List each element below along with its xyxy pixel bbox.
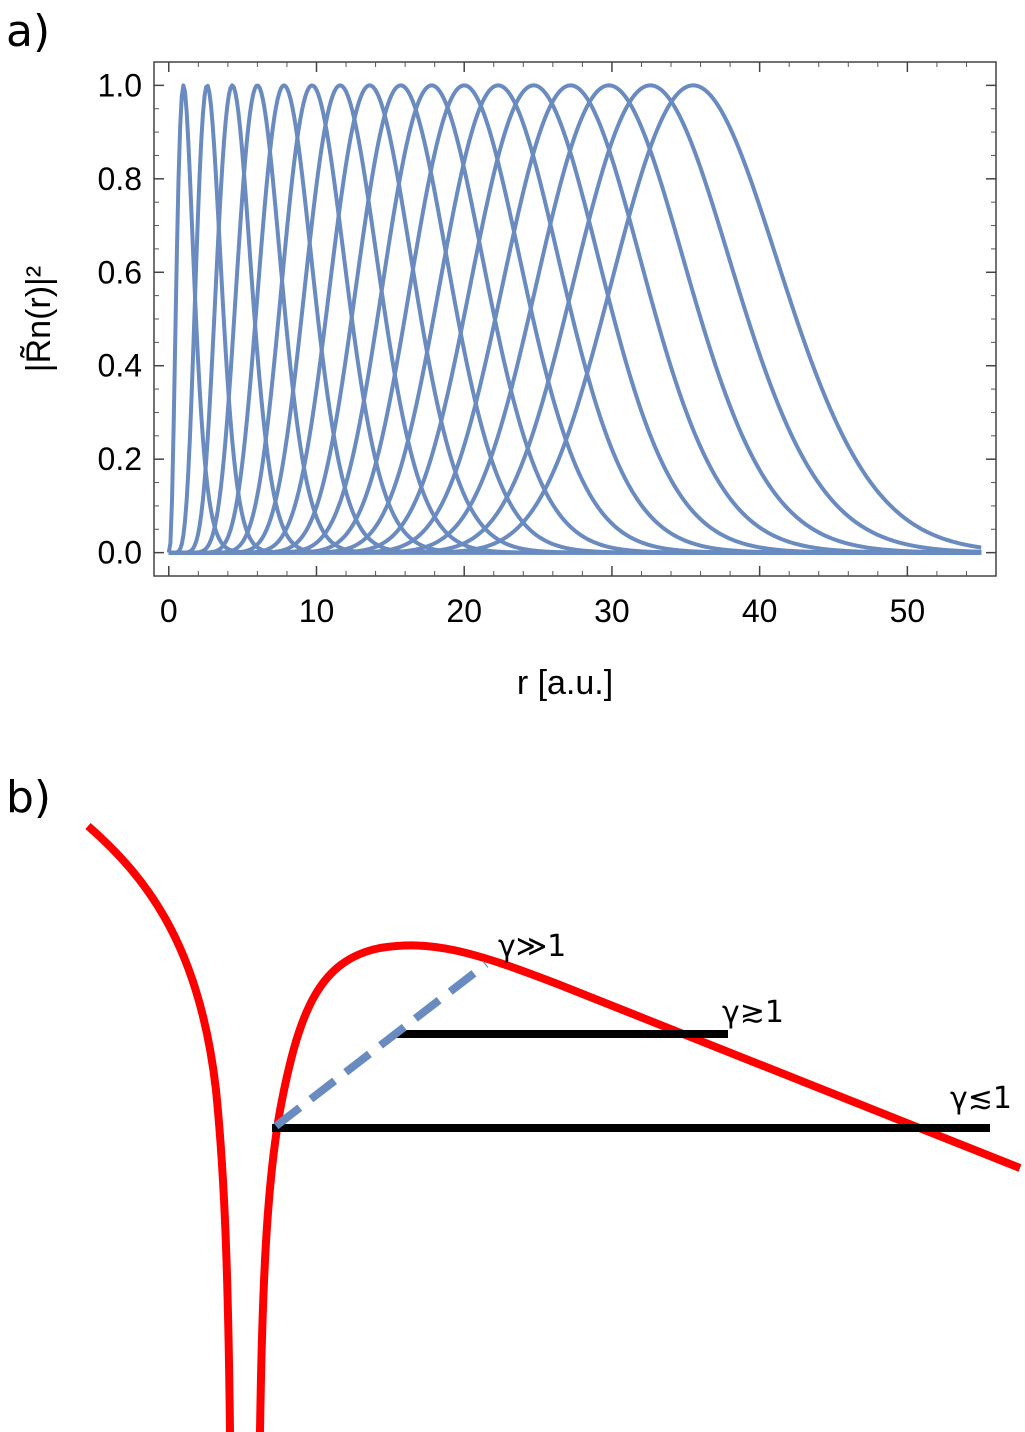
potential-curve-right: [256, 941, 1022, 1432]
x-tick-label: 40: [742, 593, 778, 629]
x-axis-ticks: 0 10 20 30 40 50: [160, 62, 925, 629]
dashed-field-line: [273, 960, 489, 1130]
wavefunction-curve-5: [168, 83, 982, 555]
panel-b-label: b): [6, 772, 51, 823]
wavefunction-curve-1: [166, 83, 982, 555]
wavefunction-curve-12: [168, 83, 982, 555]
y-axis-label: |R̃n(r)|²: [19, 266, 58, 372]
wavefunction-curve-16: [168, 83, 982, 555]
y-tick-label: 1.0: [98, 67, 142, 103]
y-tick-label: 0.6: [98, 254, 142, 290]
wavefunction-curve-7: [168, 83, 982, 555]
potential-diagram: γ≫1 γ≳1 γ≲1: [85, 822, 1022, 1432]
minor-ticks: [154, 62, 996, 576]
wavefunction-curve-4: [168, 83, 982, 555]
label-gamma-much-greater: γ≫1: [498, 929, 566, 964]
y-axis-ticks: 0.0 0.2 0.4 0.6 0.8 1.0: [98, 67, 996, 571]
wavefunction-curve-15: [168, 83, 982, 555]
y-tick-label: 0.0: [98, 535, 142, 571]
x-tick-label: 30: [594, 593, 630, 629]
x-tick-label: 20: [446, 593, 482, 629]
wavefunction-curve-9: [168, 83, 982, 555]
wavefunction-curve-2: [168, 83, 982, 555]
potential-curve-left: [85, 822, 234, 1432]
x-tick-label: 10: [299, 593, 335, 629]
x-axis-label: r [a.u.]: [517, 664, 613, 702]
wavefunction-curve-17: [168, 83, 982, 555]
wavefunction-curve-10: [168, 83, 982, 555]
x-tick-label: 0: [160, 593, 178, 629]
y-tick-label: 0.8: [98, 161, 142, 197]
curves: [166, 83, 982, 555]
y-tick-label: 0.2: [98, 441, 142, 477]
label-gamma-less-approx: γ≲1: [950, 1081, 1012, 1116]
chart-wavefunctions: 0.00.20.40.60.81.0 0 10 20 30 40 50 r [a.u.] …: [19, 61, 997, 702]
wavefunction-curve-8: [168, 83, 982, 555]
x-tick-label: 50: [890, 593, 926, 629]
wavefunction-curve-6: [168, 83, 982, 555]
label-gamma-greater-approx: γ≳1: [722, 995, 784, 1030]
wavefunction-curve-13: [168, 83, 982, 555]
y-tick-label: 0.4: [98, 348, 142, 384]
wavefunction-curve-14: [168, 83, 982, 555]
wavefunction-curve-11: [168, 83, 982, 555]
wavefunction-curve-3: [168, 83, 982, 555]
panel-a-label: a): [6, 6, 50, 57]
